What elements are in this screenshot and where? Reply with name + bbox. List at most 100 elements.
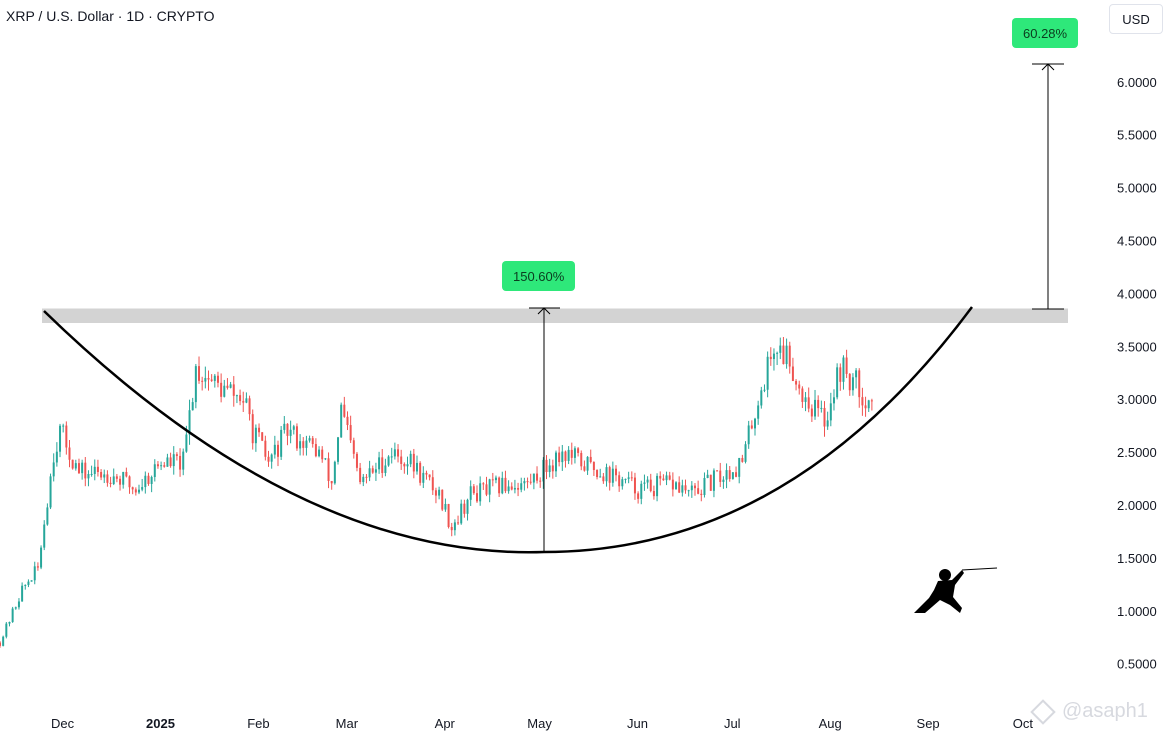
candle-down: [716, 470, 719, 472]
candle-up: [690, 485, 693, 491]
candle-down: [684, 485, 687, 491]
candle-down: [365, 476, 368, 478]
candle-up: [513, 487, 516, 490]
candle-down: [115, 476, 118, 479]
candle-down: [450, 526, 453, 531]
candle-up: [624, 478, 627, 480]
candle-down: [84, 462, 87, 479]
candle-up: [605, 467, 608, 482]
candle-up: [826, 420, 829, 427]
candle-down: [545, 459, 548, 473]
candle-down: [615, 468, 618, 476]
candle-up: [191, 402, 194, 411]
candle-up: [836, 367, 839, 398]
candle-down: [349, 425, 352, 441]
x-tick-label: Jul: [724, 716, 741, 731]
candle-down: [539, 480, 542, 482]
candle-down: [264, 440, 267, 457]
candle-down: [671, 479, 674, 490]
candle-up: [542, 459, 545, 482]
candle-up: [409, 453, 412, 465]
candle-down: [169, 457, 172, 467]
candle-down: [845, 357, 848, 374]
candle-down: [472, 486, 475, 494]
candle-down: [68, 447, 71, 460]
percent-badge-60: 60.28%: [1012, 18, 1079, 48]
candle-up: [305, 440, 308, 448]
candle-down: [769, 356, 772, 360]
candle-up: [772, 353, 775, 360]
candle-up: [621, 479, 624, 487]
candle-down: [536, 473, 539, 481]
candle-up: [122, 471, 125, 485]
x-tick-label: Mar: [336, 716, 359, 731]
candle-up: [160, 465, 163, 467]
candle-up: [93, 466, 96, 474]
candle-down: [485, 484, 488, 495]
candle-down: [128, 476, 131, 488]
candle-down: [637, 493, 640, 499]
measure-arrow-60: [1032, 63, 1064, 310]
candle-up: [8, 621, 11, 624]
candle-up: [137, 489, 140, 493]
candle-up: [333, 461, 336, 484]
candle-up: [599, 476, 602, 478]
y-tick-label: 2.0000: [1117, 498, 1157, 513]
candle-down: [434, 490, 437, 496]
candle-up: [153, 464, 156, 478]
candle-up: [49, 476, 52, 508]
candle-up: [760, 390, 763, 406]
candle-up: [141, 487, 144, 490]
candle-up: [90, 473, 93, 475]
candle-down: [248, 398, 251, 415]
candle-up: [40, 547, 43, 568]
candle-down: [807, 397, 810, 409]
candle-up: [33, 566, 36, 581]
candle-down: [371, 468, 374, 473]
candle-up: [194, 366, 197, 403]
x-tick-label: Jun: [627, 716, 648, 731]
candle-up: [74, 463, 77, 469]
x-tick-label: Oct: [1013, 716, 1034, 731]
x-tick-label: 2025: [146, 716, 175, 731]
candle-down: [602, 476, 605, 482]
candle-up: [24, 584, 27, 586]
candle-down: [583, 466, 586, 471]
candle-up: [785, 345, 788, 365]
candle-up: [703, 477, 706, 496]
y-tick-label: 3.5000: [1117, 339, 1157, 354]
candle-up: [172, 454, 175, 467]
candle-down: [504, 477, 507, 492]
candle-down: [71, 459, 74, 469]
y-tick-label: 3.0000: [1117, 392, 1157, 407]
candle-up: [842, 357, 845, 382]
candle-down: [232, 384, 235, 396]
candle-down: [359, 467, 362, 483]
candle-up: [520, 483, 523, 490]
watermark: @asaph1: [1030, 698, 1148, 725]
candle-down: [662, 478, 665, 481]
candle-up: [235, 395, 238, 397]
candle-up: [867, 400, 870, 409]
candle-down: [220, 382, 223, 397]
candle-down: [343, 404, 346, 417]
candle-down: [735, 472, 738, 477]
candle-up: [722, 479, 725, 482]
candle-up: [460, 503, 463, 524]
currency-unit-button[interactable]: USD: [1109, 4, 1163, 34]
candle-down: [782, 345, 785, 365]
x-axis: Dec 2025 Feb Mar Apr May Jun Jul Aug Sep Oct: [51, 716, 1033, 731]
y-tick-label: 4.5000: [1117, 234, 1157, 249]
candle-up: [747, 425, 750, 445]
candle-down: [517, 487, 520, 490]
candle-down: [564, 451, 567, 461]
candle-up: [532, 473, 535, 483]
y-tick-label: 5.0000: [1117, 181, 1157, 196]
candle-down: [352, 440, 355, 454]
candle-up: [292, 426, 295, 430]
candle-down: [719, 470, 722, 482]
candle-up: [567, 449, 570, 461]
candle-down: [592, 462, 595, 471]
candle-up: [223, 385, 226, 397]
